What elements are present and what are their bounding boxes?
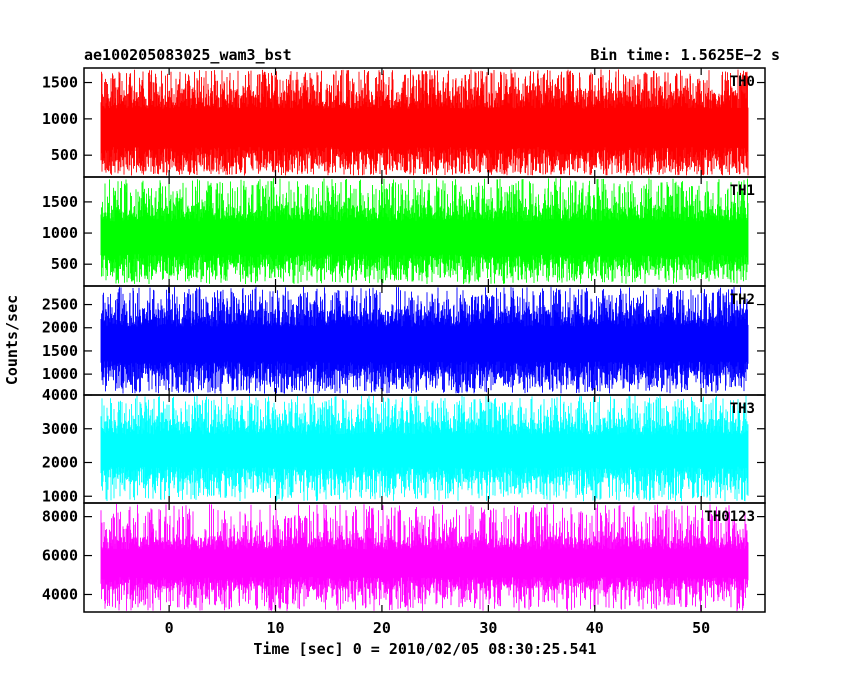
y-tick-label: 8000	[42, 508, 78, 526]
y-tick-label: 2500	[42, 296, 78, 314]
series-th3	[100, 395, 749, 502]
x-axis: 0 10 20 30 40 50	[165, 619, 711, 637]
panel-label: TH1	[730, 183, 755, 199]
series-th2	[100, 286, 749, 394]
series-th1	[100, 178, 749, 285]
plot-title: ae100205083025_wam3_bst	[84, 46, 292, 64]
y-tick-label: 4000	[42, 386, 78, 404]
panel-th0123: 4000 6000 8000 TH0123	[42, 502, 766, 613]
y-tick-label: 1500	[42, 342, 78, 360]
panel-label: TH0123	[704, 509, 755, 525]
panels: 500 1000 1500 TH0 500 1000 1500 TH1 1000 1500 2000…	[42, 67, 766, 613]
y-tick-label: 1000	[42, 224, 78, 242]
y-tick-label: 6000	[42, 547, 78, 565]
x-tick-label: 10	[267, 619, 285, 637]
series-th0123	[100, 504, 749, 611]
y-tick-label: 1500	[42, 193, 78, 211]
y-tick-label: 2000	[42, 319, 78, 337]
x-tick-label: 30	[479, 619, 497, 637]
panel-label: TH3	[730, 401, 755, 417]
y-tick-label: 1000	[42, 365, 78, 383]
panel-label: TH0	[730, 74, 755, 90]
x-tick-label: 40	[586, 619, 604, 637]
y-tick-label: 500	[51, 255, 78, 273]
y-tick-label: 1000	[42, 487, 78, 505]
x-tick-label: 20	[373, 619, 391, 637]
y-tick-label: 4000	[42, 585, 78, 603]
series-th0	[100, 69, 749, 176]
panel-th0: 500 1000 1500 TH0	[42, 67, 766, 178]
panel-th3: 1000 2000 3000 4000 TH3	[42, 386, 766, 505]
panel-th2: 1000 1500 2000 2500 TH2	[42, 285, 766, 396]
panel-th1: 500 1000 1500 TH1	[42, 176, 766, 287]
y-tick-label: 500	[51, 146, 78, 164]
y-tick-label: 3000	[42, 420, 78, 438]
y-tick-label: 2000	[42, 454, 78, 472]
x-tick-label: 50	[692, 619, 710, 637]
y-tick-label: 1000	[42, 110, 78, 128]
panel-frame	[83, 502, 766, 613]
x-tick-label: 0	[165, 619, 174, 637]
bin-time-label: Bin time: 1.5625E−2 s	[590, 46, 780, 64]
x-axis-label: Time [sec] 0 = 2010/02/05 08:30:25.541	[253, 640, 596, 658]
y-axis-label: Counts/sec	[3, 295, 21, 385]
y-tick-label: 1500	[42, 74, 78, 92]
panel-label: TH2	[730, 292, 755, 308]
